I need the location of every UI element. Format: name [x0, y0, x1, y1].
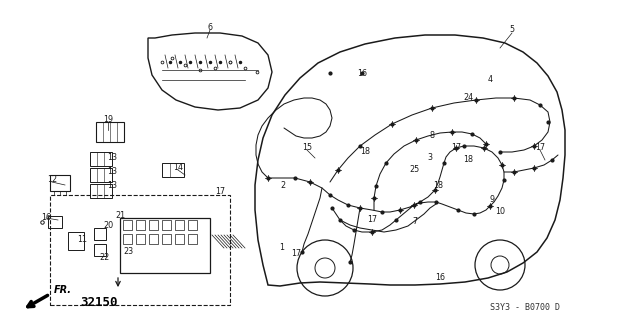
Text: 13: 13: [107, 167, 117, 176]
Text: 21: 21: [115, 211, 125, 219]
Text: 13: 13: [107, 182, 117, 190]
Text: 17: 17: [451, 144, 461, 152]
Text: 5: 5: [509, 26, 515, 34]
Text: 6: 6: [207, 24, 212, 33]
Text: 17: 17: [215, 188, 225, 197]
Text: 2: 2: [280, 181, 285, 189]
Text: 19: 19: [103, 115, 113, 124]
Bar: [94, 228, 106, 240]
Text: 7: 7: [412, 218, 417, 226]
Text: 25: 25: [410, 166, 420, 174]
Bar: [50, 175, 70, 191]
Text: 24: 24: [463, 93, 473, 102]
Text: 1: 1: [280, 243, 285, 253]
Bar: [175, 234, 184, 244]
Bar: [68, 232, 84, 250]
Text: 8: 8: [429, 130, 435, 139]
Bar: [94, 244, 106, 256]
Text: 20: 20: [103, 220, 113, 229]
Text: 32150: 32150: [80, 295, 118, 308]
Text: 10: 10: [495, 207, 505, 217]
Bar: [149, 220, 158, 230]
Text: 13: 13: [107, 153, 117, 162]
Bar: [136, 220, 145, 230]
Bar: [96, 122, 124, 142]
Bar: [50, 195, 230, 305]
Text: 12: 12: [47, 175, 57, 184]
Text: 16: 16: [357, 69, 367, 78]
Bar: [90, 168, 112, 182]
Bar: [162, 220, 171, 230]
Text: FR.: FR.: [54, 285, 72, 295]
Text: 4: 4: [488, 76, 493, 85]
Bar: [48, 216, 62, 228]
Text: 18: 18: [433, 181, 443, 189]
Text: 18: 18: [360, 147, 370, 157]
Text: 15: 15: [302, 144, 312, 152]
Bar: [188, 220, 197, 230]
Bar: [162, 163, 184, 177]
Text: 17: 17: [291, 249, 301, 258]
Bar: [162, 234, 171, 244]
Text: 11: 11: [77, 235, 87, 244]
Bar: [136, 234, 145, 244]
Text: 17: 17: [535, 144, 545, 152]
Text: 17: 17: [367, 216, 377, 225]
Text: 16: 16: [41, 213, 51, 222]
Text: 22: 22: [100, 254, 110, 263]
Bar: [149, 234, 158, 244]
Bar: [188, 234, 197, 244]
Text: 14: 14: [173, 164, 183, 173]
Text: 9: 9: [490, 196, 495, 204]
Text: S3Y3 - B0700 D: S3Y3 - B0700 D: [490, 303, 560, 313]
Bar: [175, 220, 184, 230]
Text: 18: 18: [463, 155, 473, 165]
Bar: [123, 234, 132, 244]
Bar: [120, 218, 210, 273]
Text: 3: 3: [428, 153, 433, 162]
Bar: [90, 184, 112, 198]
Text: 16: 16: [435, 273, 445, 283]
Bar: [123, 220, 132, 230]
Text: 23: 23: [123, 248, 133, 256]
Bar: [90, 152, 112, 166]
